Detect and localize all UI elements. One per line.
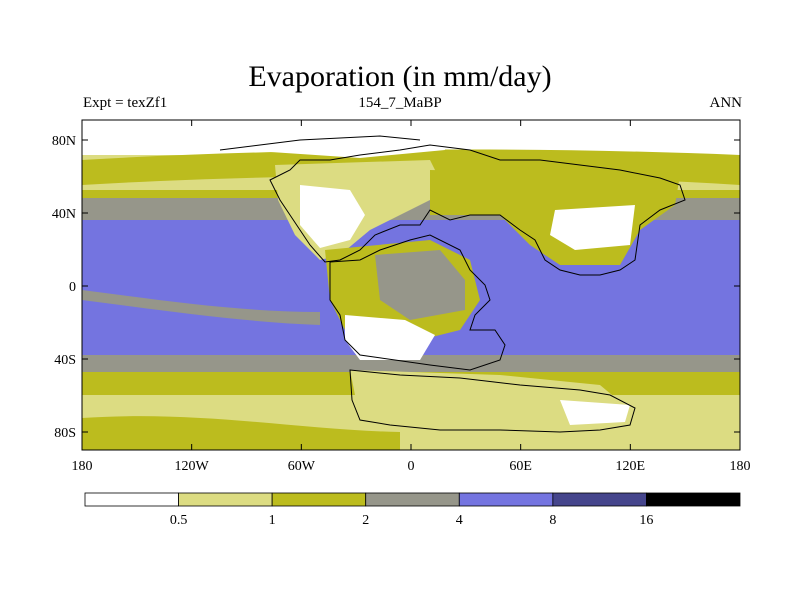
antarctic-land [350,370,630,430]
polar-south-patch [560,400,630,425]
longitude-axis: 180 120W 60W 0 60E 120E 180 [72,120,751,474]
colorbar-label: 4 [456,513,463,528]
experiment-label: Expt = texZf1 [83,95,168,111]
lon-tick-label: 0 [408,459,415,474]
colorbar-label: 0.5 [170,513,188,528]
antarctic-coastline [349,369,636,433]
desert-east [550,205,635,250]
colorbar-swatch [646,492,741,507]
arctic-coastline [219,135,421,151]
colorbar-swatch [365,492,460,507]
colorbar-swatch [84,492,179,507]
lat-tick-label: 80N [52,134,76,149]
colorbar-label: 1 [269,513,276,528]
latitude-axis: 80N 40N 0 40S 80S [52,134,740,441]
lon-tick-label: 180 [72,459,93,474]
lat-tick-label: 80S [54,426,76,441]
desert-north [300,185,365,248]
gondwana-interior [375,250,465,320]
laurasia-coastline [269,144,686,276]
season-label: ANN [709,95,743,111]
sh-subtropic-band [82,355,740,375]
time-label: 154_7_MaBP [358,95,442,111]
lon-tick-label: 60E [509,459,532,474]
lon-tick-label: 180 [730,459,751,474]
map-title: Evaporation (in mm/day) [248,60,552,93]
lon-tick-label: 120E [616,459,646,474]
colorbar-swatch [552,492,647,507]
colorbar-swatch [271,492,367,507]
colorbar-swatch [178,492,273,507]
lon-tick-label: 120W [175,459,210,474]
southern-band [82,416,400,450]
desert-south [345,315,435,360]
gondwana-coastline [329,234,506,371]
lon-tick-label: 60W [288,459,316,474]
colorbar-swatch [458,492,554,507]
colorbar-label: 2 [362,513,369,528]
polar-north-patch [210,125,445,158]
equatorial-tongue [82,290,320,325]
map-field [82,120,740,450]
colorbar: 0.5 1 2 4 8 16 [84,492,741,528]
lat-tick-label: 40N [52,207,76,222]
lat-tick-label: 0 [69,280,76,295]
colorbar-label: 8 [549,513,556,528]
lat-tick-label: 40S [54,353,76,368]
colorbar-label: 16 [639,513,653,528]
